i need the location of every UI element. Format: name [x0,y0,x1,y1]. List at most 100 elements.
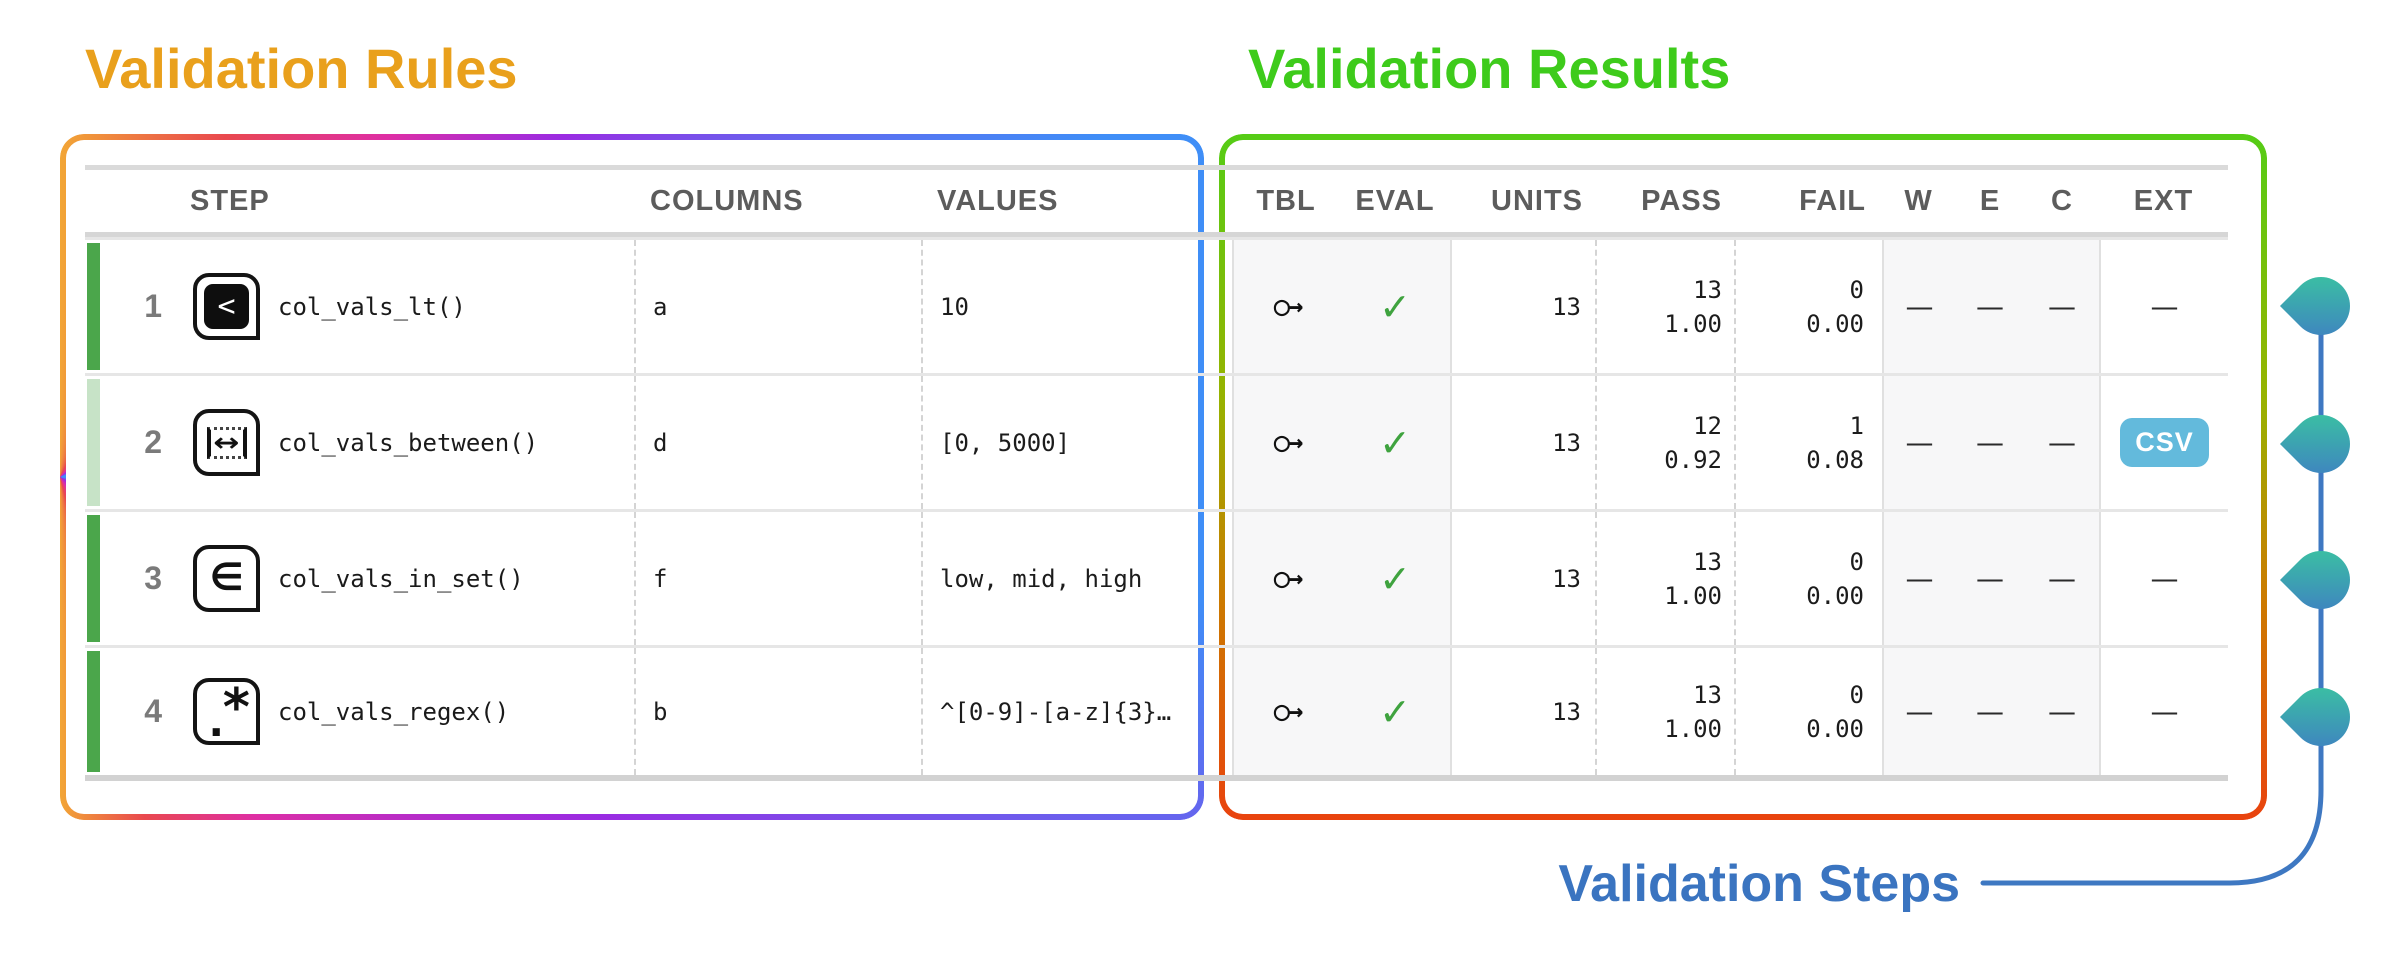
critical-cell: — [2025,376,2099,509]
step-marker-2 [2279,402,2363,486]
critical-cell: — [2025,512,2099,645]
error-value: — [1976,426,2004,459]
warning-value: — [1905,426,1934,459]
step-function-name: col_vals_in_set() [278,564,524,593]
columns-cell: a [634,240,921,373]
critical-value: — [2048,290,2076,323]
fail-count: 0 [1849,547,1864,576]
fail-fraction: 0.00 [1806,309,1864,338]
values-cell: ^[0-9]-[a-z]{3}… [921,648,1232,775]
table-header-row: STEP COLUMNS VALUES TBL EVAL UNITS PASS … [85,165,2228,237]
eval-cell: ✓ [1340,648,1450,775]
header-ext: EXT [2133,184,2194,217]
fail-fraction: 0.00 [1806,714,1864,743]
fail-count: 1 [1849,411,1864,440]
error-cell: — [1955,376,2025,509]
header-w: W [1904,184,1933,217]
critical-value: — [2048,562,2076,595]
columns-cell: b [634,648,921,775]
extract-cell: — [2099,240,2228,373]
validation-table: STEP COLUMNS VALUES TBL EVAL UNITS PASS … [85,165,2228,781]
pass-count: 13 [1693,680,1722,709]
extract-cell: — [2099,512,2228,645]
step-function-name: col_vals_between() [278,428,539,457]
pass-count: 13 [1693,547,1722,576]
step-cell: 3 ∈ col_vals_in_set() [85,512,634,645]
asterisk-glyph: * [220,678,252,738]
pass-count: 13 [1693,275,1722,304]
rules-title: Validation Rules [85,37,518,100]
tbl-cell: ○→ [1232,648,1340,775]
extract-value: — [2150,290,2179,323]
status-bar [87,243,100,370]
warning-value: — [1905,562,1934,595]
between-glyph: ↔ [213,428,240,457]
step-number: 4 [144,693,162,729]
pass-fraction: 1.00 [1664,309,1722,338]
fail-cell: 1 0.08 [1734,376,1882,509]
pass-cell: 13 1.00 [1595,512,1734,645]
table-arrow-icon: ○→ [1273,696,1303,727]
in-set-icon: ∈ [193,545,260,612]
step-function-name: col_vals_regex() [278,697,510,726]
step-marker-4 [2279,675,2363,759]
fail-cell: 0 0.00 [1734,648,1882,775]
units-cell: 13 [1450,376,1595,509]
fail-cell: 0 0.00 [1734,240,1882,373]
step-marker-1 [2279,264,2363,348]
error-value: — [1976,695,2004,728]
step-cell: 2 ↔ col_vals_between() [85,376,634,509]
fail-count: 0 [1849,275,1864,304]
dot-glyph: . [203,696,230,747]
header-fail: FAIL [1799,184,1866,217]
critical-cell: — [2025,648,2099,775]
less-than-glyph: < [204,284,249,329]
critical-value: — [2048,426,2076,459]
units-cell: 13 [1450,512,1595,645]
critical-cell: — [2025,240,2099,373]
pass-cell: 12 0.92 [1595,376,1734,509]
fail-fraction: 0.08 [1806,445,1864,474]
extract-value: — [2150,562,2179,595]
header-c: C [2051,184,2073,217]
check-icon: ✓ [1379,284,1411,329]
check-icon: ✓ [1379,689,1411,734]
header-pass: PASS [1641,184,1722,217]
check-icon: ✓ [1379,420,1411,465]
step-number: 3 [144,560,162,596]
status-bar [87,379,100,506]
status-bar [87,515,100,642]
warning-value: — [1905,695,1934,728]
error-cell: — [1955,512,2025,645]
step-function-name: col_vals_lt() [278,292,466,321]
values-cell: low, mid, high [921,512,1232,645]
step-number: 1 [144,288,162,324]
pass-fraction: 1.00 [1664,581,1722,610]
tbl-cell: ○→ [1232,376,1340,509]
between-icon: ↔ [193,409,260,476]
step-cell: 1 < col_vals_lt() [85,240,634,373]
units-cell: 13 [1450,648,1595,775]
warning-cell: — [1882,648,1955,775]
header-columns: COLUMNS [650,184,804,217]
eval-cell: ✓ [1340,376,1450,509]
warning-cell: — [1882,240,1955,373]
step-marker-3 [2279,538,2363,622]
tbl-cell: ○→ [1232,240,1340,373]
table-arrow-icon: ○→ [1273,427,1303,458]
tbl-cell: ○→ [1232,512,1340,645]
table-row: 2 ↔ col_vals_between() d [0, 5000] ○→ ✓ … [85,373,2228,509]
values-cell: [0, 5000] [921,376,1232,509]
units-cell: 13 [1450,240,1595,373]
header-e: E [1979,184,2001,217]
pass-count: 12 [1693,411,1722,440]
csv-download-button[interactable]: CSV [2120,418,2209,467]
extract-cell: CSV [2099,376,2228,509]
extract-cell: — [2099,648,2228,775]
pass-cell: 13 1.00 [1595,648,1734,775]
fail-count: 0 [1849,680,1864,709]
header-eval: EVAL [1355,184,1435,217]
less-than-icon: < [193,273,260,340]
